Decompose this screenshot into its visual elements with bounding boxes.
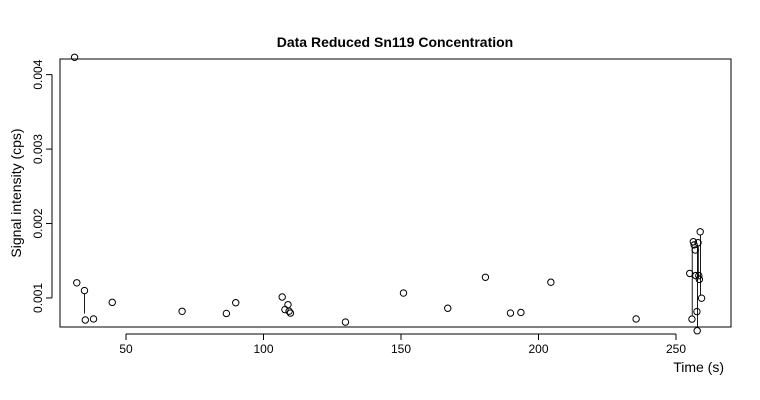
error-segments: [84, 234, 701, 328]
y-tick-label: 0.002: [31, 208, 45, 238]
data-point: [481, 273, 490, 281]
data-point: [693, 327, 701, 335]
data-point: [285, 307, 293, 315]
data-point: [232, 299, 240, 307]
x-tick-label: 150: [391, 342, 411, 356]
x-axis-label: Time (s): [673, 359, 724, 375]
x-tick-label: 100: [253, 342, 273, 356]
plot-box: [59, 58, 732, 328]
y-tick-label: 0.001: [31, 283, 45, 313]
data-point: [696, 228, 704, 236]
data-point: [695, 271, 703, 280]
data-point: [81, 316, 90, 324]
y-axis: 0.001 0.002 0.003 0.004: [31, 59, 53, 313]
data-point: [690, 241, 698, 249]
data-point: [689, 238, 698, 246]
data-point: [222, 309, 231, 318]
data-point: [178, 307, 186, 315]
data-point: [278, 293, 286, 301]
data-point: [341, 318, 350, 326]
data-point: [399, 289, 408, 297]
data-point: [73, 279, 81, 287]
data-points: [70, 53, 706, 335]
data-point: [444, 304, 452, 312]
data-point: [286, 309, 295, 317]
data-point: [688, 315, 696, 323]
data-point: [108, 298, 116, 307]
data-point: [506, 309, 515, 317]
x-tick-label: 250: [666, 342, 686, 356]
data-point: [80, 286, 89, 295]
data-point: [691, 246, 699, 254]
y-tick-label: 0.003: [31, 134, 45, 164]
data-point: [89, 315, 98, 323]
x-tick-label: 50: [119, 342, 133, 356]
x-axis: 50 100 150 200 250: [119, 333, 686, 356]
data-point: [695, 275, 704, 284]
data-point: [70, 53, 79, 61]
x-tick-label: 200: [528, 342, 548, 356]
chart-title: Data Reduced Sn119 Concentration: [277, 34, 514, 50]
data-point: [632, 315, 640, 323]
data-point: [693, 307, 701, 316]
data-point: [517, 308, 525, 317]
data-point: [697, 294, 706, 302]
data-point: [284, 300, 292, 309]
y-axis-label: Signal intensity (cps): [8, 128, 24, 257]
data-point: [694, 239, 702, 247]
y-tick-label: 0.004: [31, 59, 45, 89]
data-point: [547, 278, 555, 286]
